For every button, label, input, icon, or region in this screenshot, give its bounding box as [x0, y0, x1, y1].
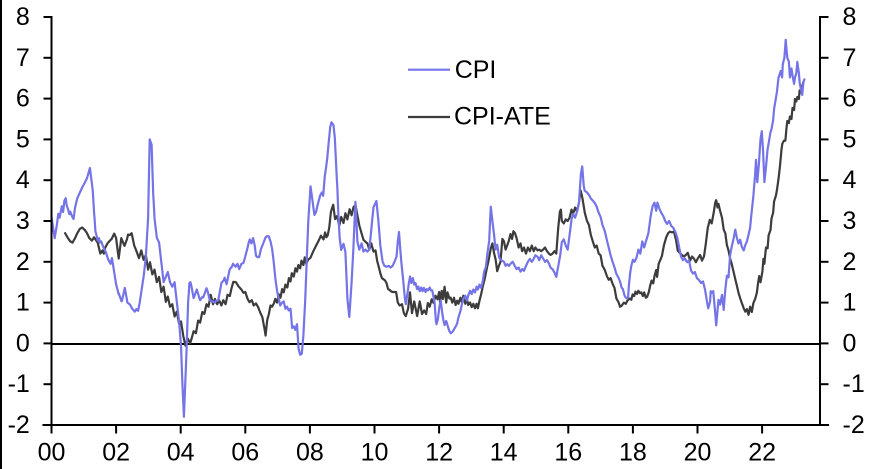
- svg-text:5: 5: [843, 125, 857, 153]
- svg-text:2: 2: [16, 248, 30, 276]
- svg-text:4: 4: [843, 166, 857, 194]
- svg-text:4: 4: [16, 166, 30, 194]
- svg-text:12: 12: [425, 439, 453, 467]
- svg-text:CPI: CPI: [455, 56, 497, 84]
- svg-text:20: 20: [684, 439, 712, 467]
- svg-text:14: 14: [490, 439, 518, 467]
- svg-text:16: 16: [554, 439, 582, 467]
- svg-text:08: 08: [296, 439, 324, 467]
- svg-text:3: 3: [16, 207, 30, 235]
- svg-text:5: 5: [16, 125, 30, 153]
- svg-text:-2: -2: [8, 411, 30, 439]
- svg-text:-1: -1: [8, 370, 30, 398]
- svg-text:02: 02: [102, 439, 130, 467]
- svg-text:10: 10: [361, 439, 389, 467]
- svg-text:18: 18: [619, 439, 647, 467]
- svg-text:04: 04: [167, 439, 195, 467]
- svg-text:-2: -2: [843, 411, 865, 439]
- svg-text:6: 6: [843, 85, 857, 113]
- svg-text:7: 7: [843, 44, 857, 72]
- svg-text:00: 00: [38, 439, 66, 467]
- svg-text:CPI-ATE: CPI-ATE: [454, 103, 551, 131]
- svg-text:0: 0: [843, 329, 857, 357]
- svg-text:1: 1: [843, 289, 857, 317]
- svg-text:7: 7: [16, 44, 30, 72]
- svg-text:8: 8: [16, 3, 30, 31]
- svg-text:8: 8: [843, 3, 857, 31]
- svg-text:3: 3: [843, 207, 857, 235]
- svg-text:0: 0: [16, 329, 30, 357]
- svg-text:6: 6: [16, 85, 30, 113]
- svg-text:1: 1: [16, 289, 30, 317]
- svg-text:06: 06: [231, 439, 259, 467]
- svg-text:22: 22: [748, 439, 776, 467]
- svg-text:-1: -1: [843, 370, 865, 398]
- svg-text:2: 2: [843, 248, 857, 276]
